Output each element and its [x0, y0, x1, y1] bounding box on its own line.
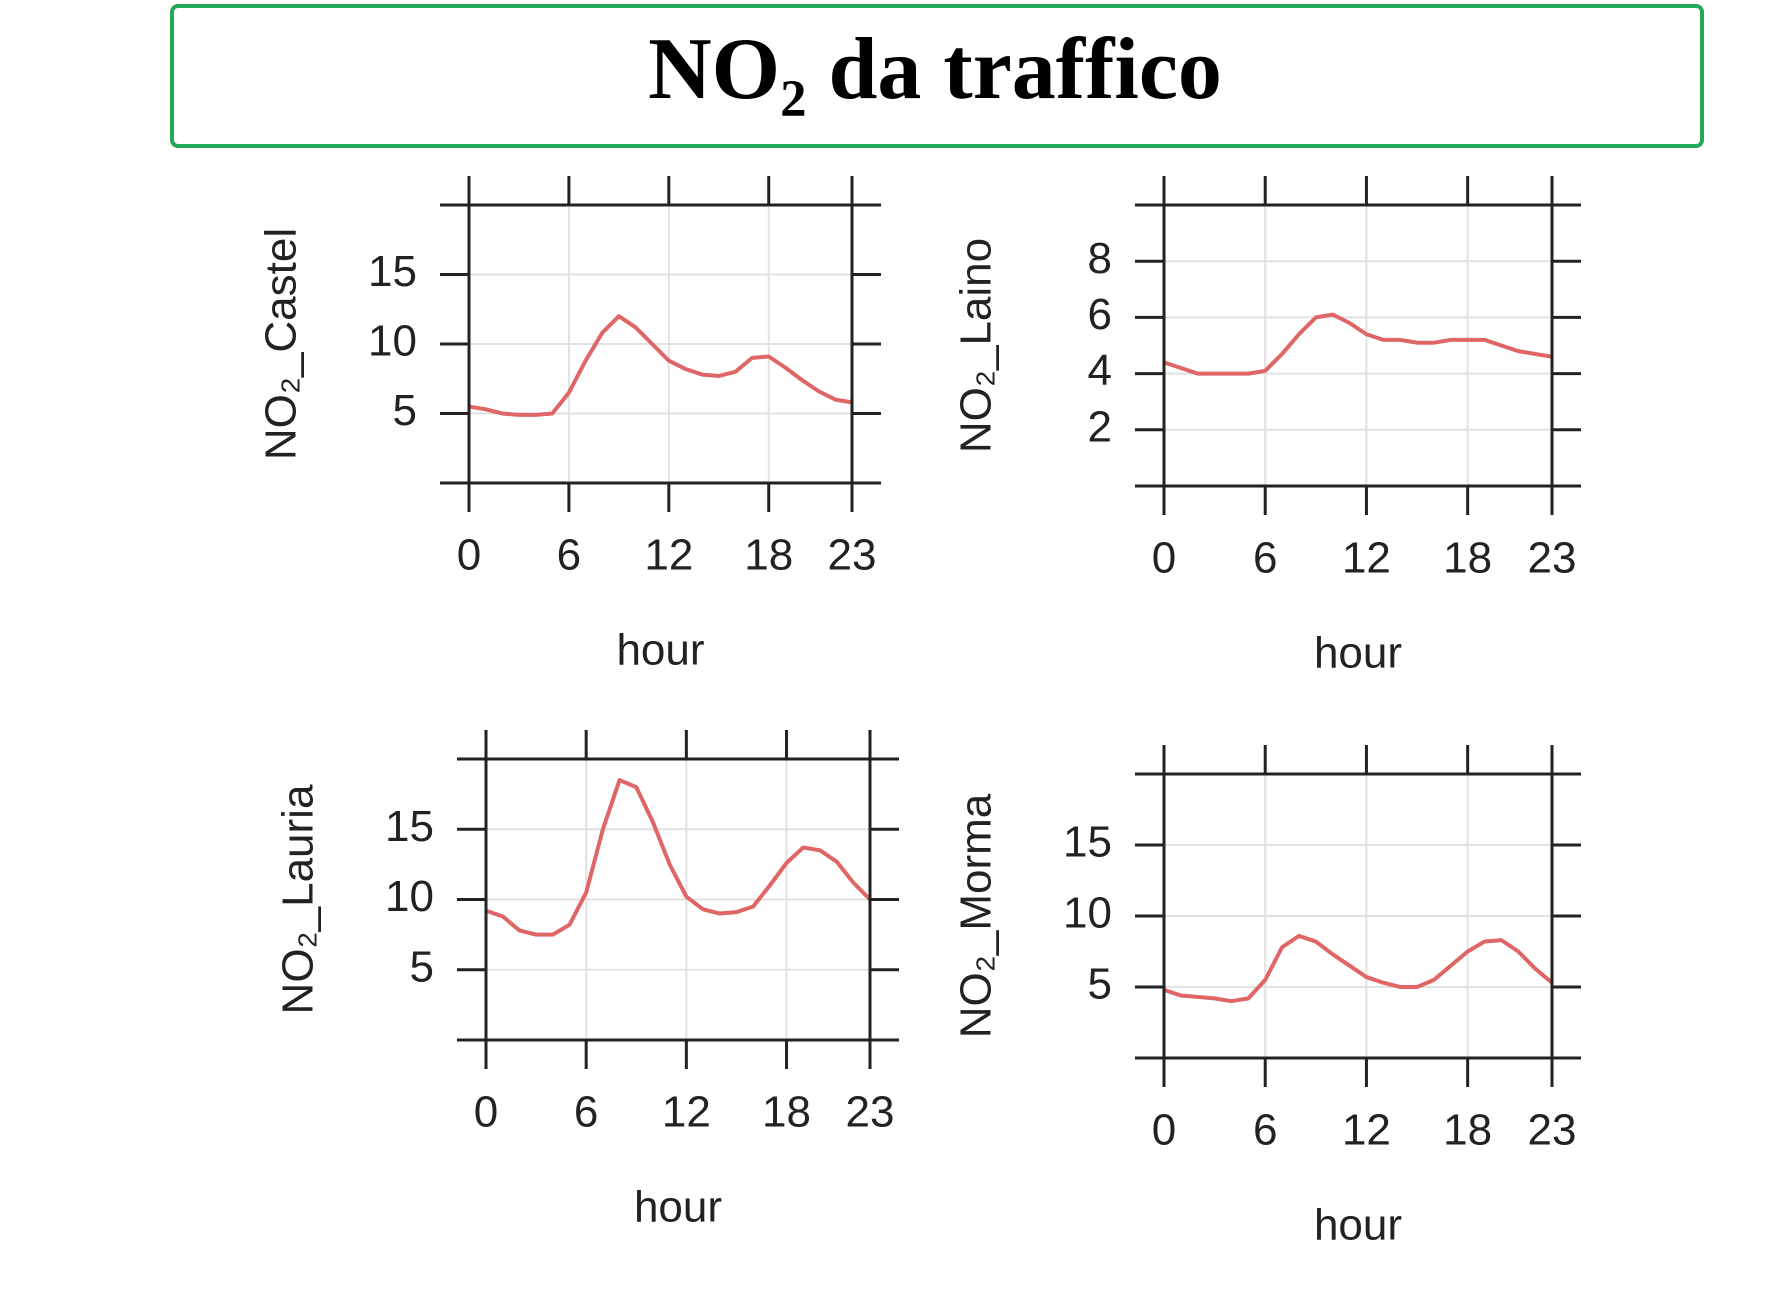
x-tick-label: 0 — [457, 531, 481, 580]
x-tick-label: 0 — [1152, 1106, 1176, 1155]
x-tick-label: 12 — [644, 531, 693, 580]
x-tick-label: 18 — [1443, 1106, 1492, 1155]
title: NO₂ da traffico — [648, 21, 1222, 118]
data-line — [468, 314, 853, 417]
y-tick-label: 15 — [1063, 818, 1112, 867]
x-tick-label: 18 — [1443, 534, 1492, 583]
title-box — [170, 4, 1704, 148]
x-tick-label: 18 — [762, 1088, 811, 1137]
x-tick-label: 12 — [1342, 534, 1391, 583]
y-tick-label: 4 — [1088, 346, 1112, 395]
y-tick-label: 6 — [1088, 290, 1112, 339]
x-tick-label: 23 — [1528, 1106, 1577, 1155]
x-tick-label: 6 — [1253, 534, 1277, 583]
y-tick-label: 5 — [393, 386, 417, 435]
x-tick-label: 0 — [1152, 534, 1176, 583]
y-tick-label: 10 — [1063, 889, 1112, 938]
y-tick-label: 2 — [1088, 402, 1112, 451]
y-tick-label: 5 — [1088, 960, 1112, 1009]
data-line — [1163, 933, 1554, 1004]
x-axis-label: hour — [616, 626, 704, 675]
y-axis-label: NO₂_Morma — [952, 793, 1001, 1038]
y-axis-label: NO₂_Lauria — [274, 784, 323, 1014]
y-axis-label: NO₂_Laino — [952, 238, 1001, 453]
data-line — [485, 778, 872, 937]
plot-frame — [1162, 203, 1554, 488]
x-tick-label: 6 — [1253, 1106, 1277, 1155]
y-tick-label: 8 — [1088, 234, 1112, 283]
y-tick-label: 5 — [410, 942, 434, 991]
x-axis-label: hour — [1314, 1201, 1402, 1250]
x-tick-label: 0 — [474, 1088, 498, 1137]
x-tick-label: 12 — [1342, 1106, 1391, 1155]
x-tick-label: 23 — [828, 531, 877, 580]
x-tick-label: 23 — [846, 1088, 895, 1137]
x-tick-label: 18 — [744, 531, 793, 580]
y-tick-label: 15 — [368, 247, 417, 296]
y-tick-label: 15 — [385, 802, 434, 851]
x-tick-label: 12 — [662, 1088, 711, 1137]
x-tick-label: 6 — [557, 531, 581, 580]
y-tick-label: 10 — [368, 317, 417, 366]
data-line — [1163, 312, 1553, 376]
x-tick-label: 6 — [574, 1088, 598, 1137]
x-axis-label: hour — [634, 1183, 722, 1232]
y-tick-label: 10 — [385, 872, 434, 921]
x-axis-label: hour — [1314, 629, 1402, 678]
x-tick-label: 23 — [1528, 534, 1577, 583]
y-axis-label: NO₂_Castel — [257, 228, 306, 460]
